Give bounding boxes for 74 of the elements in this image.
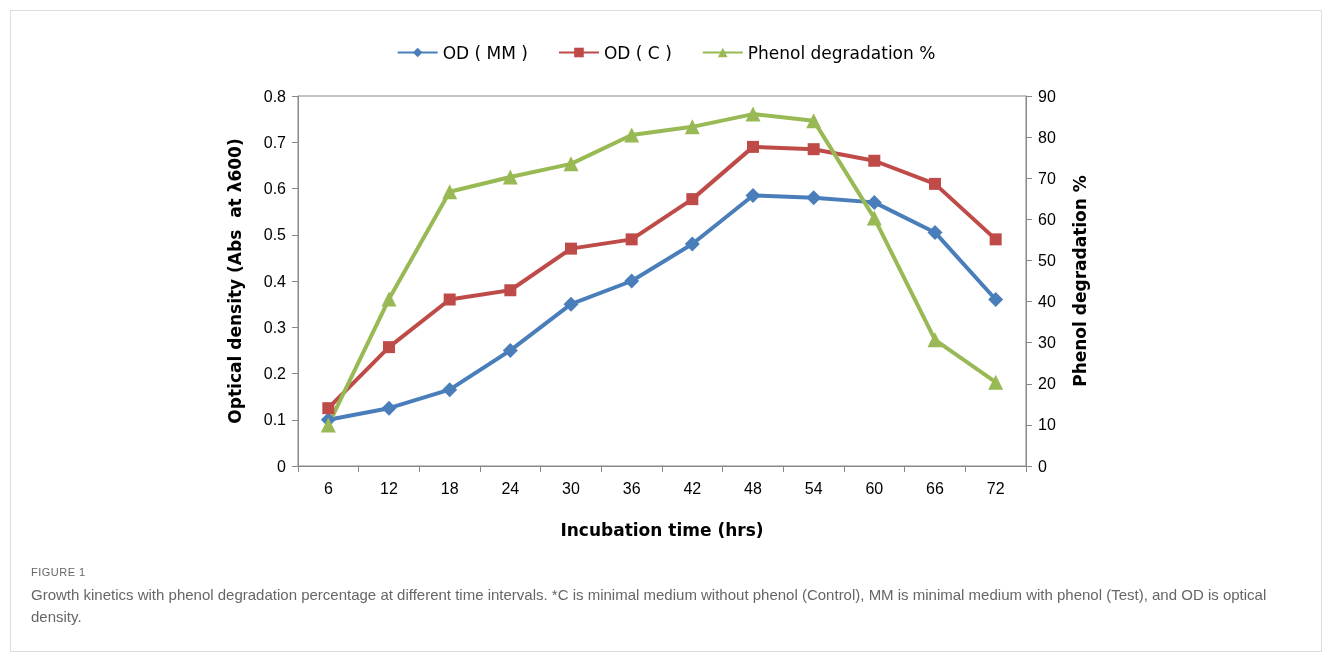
x-tick-label: 48	[744, 479, 762, 497]
point	[504, 284, 517, 297]
y-tick-label: 0.2	[263, 365, 287, 382]
y-tick-label: 0.5	[263, 226, 287, 244]
point	[989, 233, 1002, 246]
y2-tick-label: 20	[1038, 375, 1056, 393]
y-tick-label: 0	[277, 457, 287, 475]
point	[443, 293, 456, 306]
y-tick-label: 0.7	[263, 133, 287, 151]
x-tick-label: 6	[323, 479, 333, 497]
y2-tick-label: 10	[1038, 416, 1056, 434]
y2-tick-label: 70	[1038, 169, 1056, 187]
point	[988, 292, 1004, 307]
y2-axis-title: Phenol degradation %	[1069, 175, 1090, 387]
legend-label: Phenol degradation %	[747, 42, 936, 63]
point	[927, 224, 943, 240]
point	[988, 374, 1004, 390]
point	[320, 417, 336, 433]
point	[442, 184, 458, 200]
point	[807, 143, 820, 156]
x-axis-title: Incubation time (hrs)	[560, 519, 764, 540]
x-tick-label: 24	[501, 479, 520, 497]
point	[381, 291, 397, 307]
point	[745, 187, 761, 203]
legend-label: OD ( C )	[603, 42, 672, 63]
point	[684, 119, 700, 135]
point	[927, 332, 943, 348]
x-tick-label: 60	[865, 479, 884, 497]
point	[747, 140, 759, 153]
x-tick-label: 18	[440, 479, 459, 497]
point	[806, 190, 822, 206]
x-tick-label: 30	[562, 479, 580, 497]
y2-tick-label: 30	[1038, 334, 1056, 352]
x-tick-label: 72	[986, 479, 1005, 497]
point	[625, 233, 638, 246]
point	[929, 177, 941, 190]
point	[383, 341, 395, 354]
legend-label: OD ( MM )	[442, 42, 528, 63]
y2-tick-label: 50	[1038, 251, 1056, 269]
y-tick-label: 0.6	[263, 180, 287, 197]
point	[565, 242, 577, 255]
point	[866, 194, 882, 210]
x-tick-label: 66	[926, 479, 944, 497]
x-tick-label: 54	[804, 479, 823, 497]
point	[502, 169, 518, 185]
x-tick-label: 36	[622, 479, 641, 497]
y-tick-label: 0.1	[263, 411, 287, 429]
point	[624, 273, 640, 289]
x-tick-label: 12	[380, 479, 398, 497]
y2-tick-label: 0	[1038, 457, 1047, 475]
point	[381, 400, 397, 416]
y-axis-title: Optical density (Abs at λ600)	[224, 138, 245, 424]
point	[806, 113, 822, 129]
y2-tick-label: 90	[1038, 87, 1056, 105]
point	[563, 156, 579, 172]
y-tick-label: 0.8	[263, 87, 287, 105]
point	[442, 382, 458, 398]
caption: FIGURE 1	[31, 566, 87, 578]
point	[745, 106, 761, 122]
y2-tick-label: 60	[1038, 210, 1056, 228]
point	[563, 296, 579, 312]
y2-tick-label: 40	[1038, 293, 1056, 311]
point	[866, 210, 882, 226]
point	[686, 193, 699, 206]
point	[624, 127, 640, 143]
point	[868, 154, 881, 167]
y-tick-label: 0.4	[263, 272, 287, 290]
point	[684, 236, 700, 252]
y-tick-label: 0.3	[263, 318, 287, 336]
text: Growth kinetics with phenol degradation percentage at different time intervals. *C is minimal medium without phenol (Control), MM is minimal medium with phenol (Test), and OD is optical density.	[31, 585, 1268, 627]
point	[502, 342, 518, 358]
y2-tick-label: 80	[1038, 128, 1056, 146]
point	[322, 402, 335, 415]
x-tick-label: 42	[683, 479, 702, 497]
